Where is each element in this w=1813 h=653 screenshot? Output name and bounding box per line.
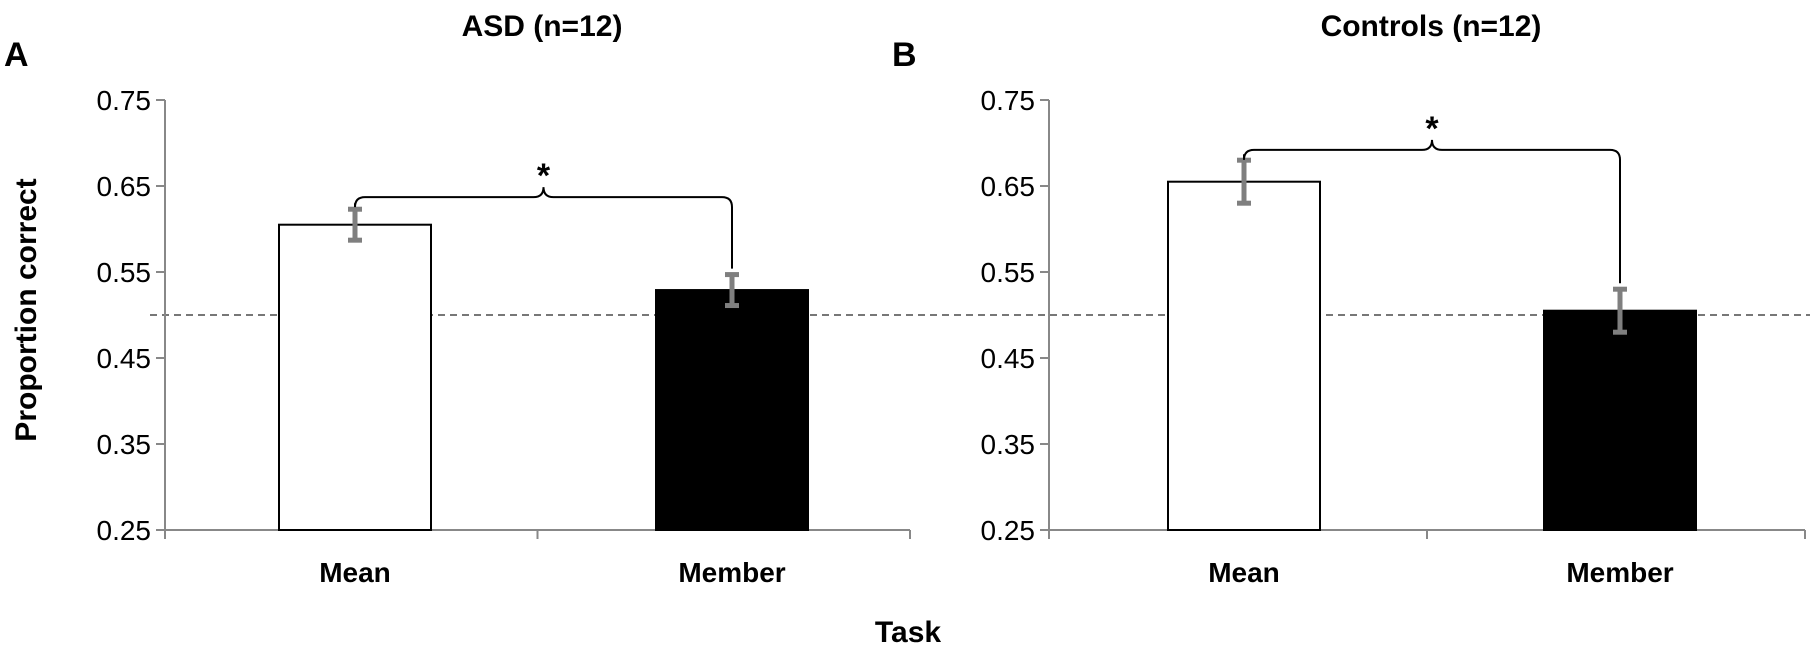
- bar-mean: [1167, 180, 1321, 531]
- y-tick-label: 0.55: [97, 257, 152, 288]
- y-tick-label: 0.35: [981, 429, 1036, 460]
- panel-title-b: Controls (n=12): [1321, 10, 1542, 43]
- significance-bracket: [1243, 139, 1621, 284]
- significance-marker: *: [537, 157, 551, 195]
- y-tick-label: 0.45: [97, 343, 152, 374]
- y-tick-label: 0.35: [97, 429, 152, 460]
- panel-letter-a: A: [4, 36, 29, 74]
- y-tick-label: 0.75: [97, 85, 152, 116]
- panel-a: A ASD (n=12) 0.75 0.65 0.55 0.45 0.35 0.25 Mea…: [4, 10, 911, 588]
- bar-member: [655, 289, 809, 531]
- category-label: Member: [1566, 557, 1673, 588]
- y-tick-label: 0.55: [981, 257, 1036, 288]
- category-label: Mean: [1208, 557, 1280, 588]
- y-tick-label: 0.45: [981, 343, 1036, 374]
- y-tick-label: 0.25: [981, 515, 1036, 546]
- bar-mean: [278, 223, 432, 531]
- panel-b: B Controls (n=12) 0.75 0.65 0.55 0.45 0.35 0.…: [892, 10, 1806, 588]
- panel-title-a: ASD (n=12): [462, 10, 623, 43]
- y-tick-label: 0.75: [981, 85, 1036, 116]
- category-label: Mean: [319, 557, 391, 588]
- bar-member: [1543, 309, 1697, 532]
- y-tick-label: 0.65: [981, 171, 1036, 202]
- y-tick-label: 0.25: [97, 515, 152, 546]
- y-axis-title: Proportion correct: [10, 178, 43, 441]
- panel-letter-b: B: [892, 36, 917, 74]
- x-axis-title: Task: [875, 616, 941, 649]
- significance-marker: *: [1425, 110, 1439, 148]
- category-label: Member: [678, 557, 785, 588]
- significance-bracket: [354, 187, 733, 269]
- y-tick-label: 0.65: [97, 171, 152, 202]
